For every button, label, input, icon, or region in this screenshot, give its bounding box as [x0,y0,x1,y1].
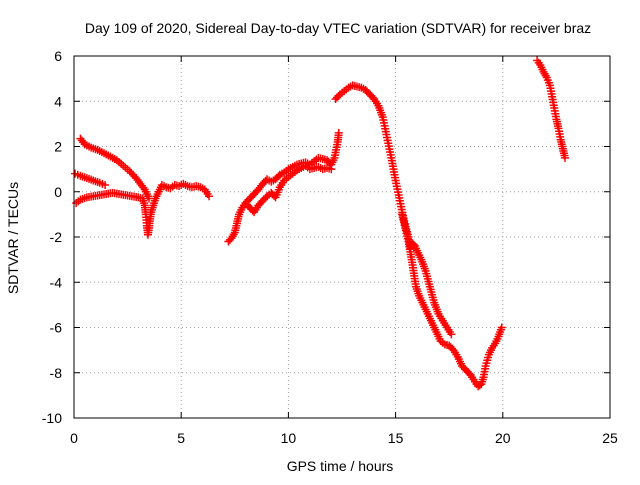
chart-series [71,56,569,391]
data-point [334,128,343,137]
x-axis-label: GPS time / hours [287,458,394,474]
y-axis-label: SDTVAR / TECUs [5,182,21,294]
data-series-3 [72,179,214,239]
data-series-5 [241,161,336,217]
data-point [229,230,238,239]
x-tick-label: 20 [495,430,511,446]
data-series-1 [76,134,154,203]
x-tick-label: 0 [70,430,78,446]
data-point [327,165,336,174]
x-tick-label: 15 [388,430,404,446]
y-tick-label: 6 [54,48,62,64]
data-point [541,71,550,80]
data-series-8 [533,56,569,162]
y-tick-label: -10 [42,410,62,426]
y-tick-label: -2 [50,229,63,245]
data-point [560,153,569,162]
data-point [497,323,506,332]
chart-grid [74,56,610,418]
y-tick-label: -6 [50,320,63,336]
x-tick-label: 5 [177,430,185,446]
data-series-2 [71,169,110,189]
data-series-6 [331,81,456,339]
y-tick-label: -4 [50,274,63,290]
data-point [139,183,148,192]
y-tick-label: -8 [50,365,63,381]
data-point [205,192,214,201]
data-series-4 [224,128,343,246]
y-tick-label: 2 [54,139,62,155]
data-point [447,330,456,339]
x-tick-label: 10 [281,430,297,446]
data-series-7 [398,210,506,391]
plot-frame [73,55,611,419]
y-tick-label: 0 [54,184,62,200]
x-tick-label: 25 [602,430,618,446]
chart-title: Day 109 of 2020, Sidereal Day-to-day VTE… [85,20,591,36]
chart-tick-labels: 0 5 10 15 20 25 -10 -8 -6 -4 -2 0 2 4 6 [42,48,618,446]
data-point [101,180,110,189]
y-tick-label: 4 [54,93,62,109]
